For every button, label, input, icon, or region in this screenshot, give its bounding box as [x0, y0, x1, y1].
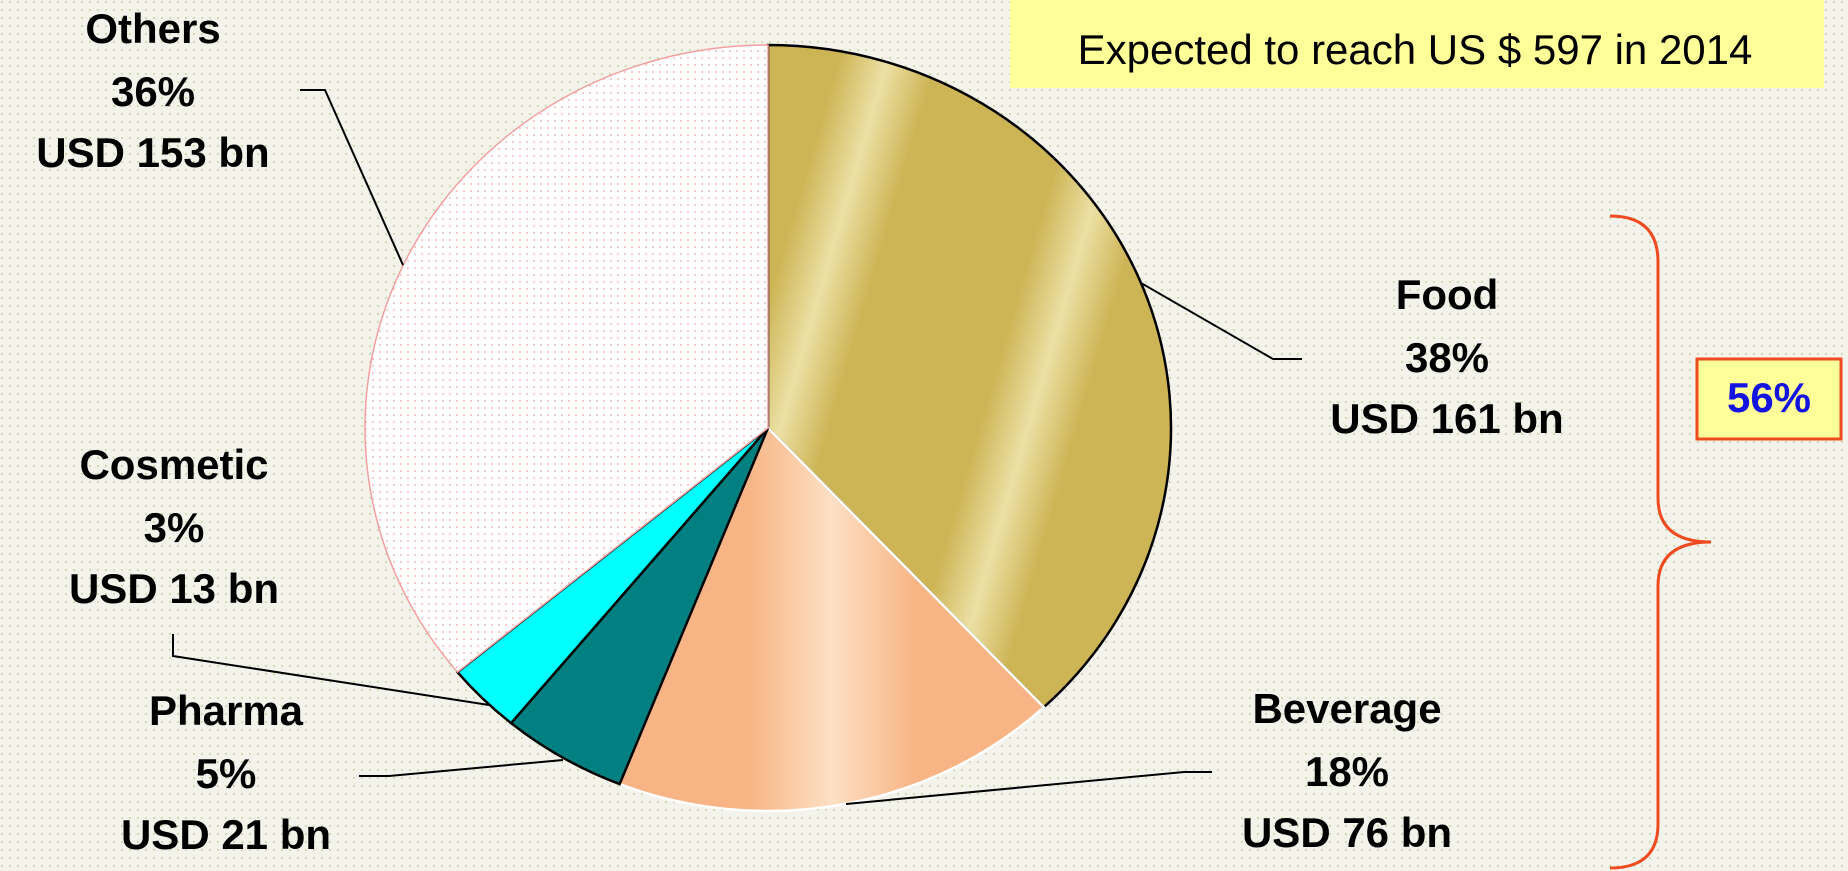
slice-category: Beverage [1252, 685, 1441, 732]
slice-category: Food [1396, 271, 1499, 318]
slice-category: Cosmetic [79, 441, 268, 488]
slice-percent: 3% [144, 504, 205, 551]
slice-amount: USD 153 bn [36, 129, 269, 176]
share-box [1695, 357, 1843, 441]
annotation-box [1010, 0, 1824, 88]
slice-category: Others [85, 5, 220, 52]
pie [364, 43, 1173, 813]
slice-amount: USD 76 bn [1242, 809, 1452, 856]
pie-slice [364, 44, 769, 674]
leader-line [359, 759, 564, 777]
annotation: Expected to reach US $ 597 in 2014 [1078, 26, 1753, 73]
leader-line [172, 634, 490, 706]
slice-percent: 36% [111, 68, 195, 115]
slice-category: Pharma [149, 687, 304, 734]
slice-amount: USD 161 bn [1330, 395, 1563, 442]
slice-percent: 5% [196, 750, 257, 797]
leader-line [300, 89, 404, 266]
slice-amount: USD 13 bn [69, 565, 279, 612]
slice-percent: 18% [1305, 748, 1389, 795]
leader-lines [172, 89, 1302, 805]
pie-slice [766, 43, 1173, 709]
leader-line [1140, 282, 1302, 360]
brace [1609, 214, 1712, 870]
pie-slice [617, 425, 1046, 813]
share-label: 56% [1727, 374, 1811, 421]
slice-amount: USD 21 bn [121, 811, 331, 858]
slice-percent: 38% [1405, 334, 1489, 381]
leader-line [845, 771, 1212, 805]
